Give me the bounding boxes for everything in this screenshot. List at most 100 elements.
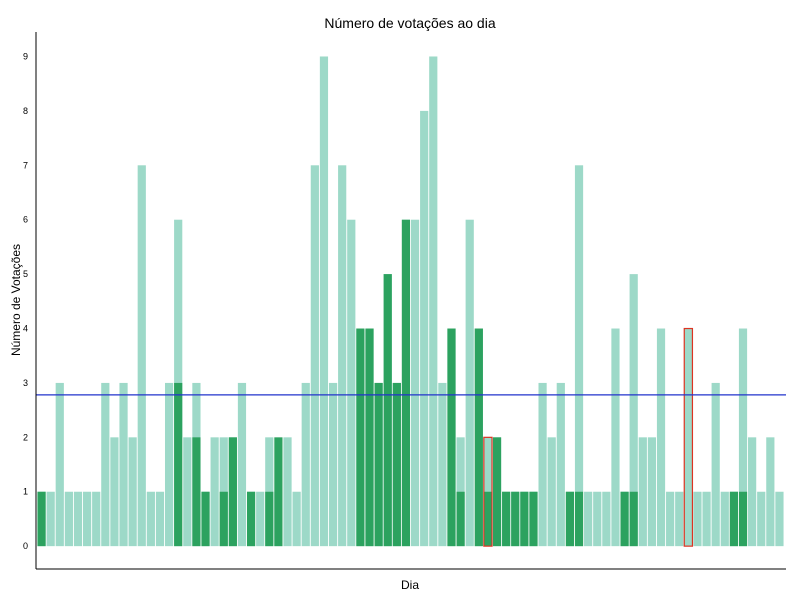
bar-dark [520, 491, 529, 547]
bar-light [110, 437, 119, 547]
bar-light [164, 382, 174, 547]
bar-light [574, 165, 584, 547]
bar-dark [447, 328, 456, 547]
bar-light [456, 437, 465, 547]
bar-light [602, 491, 611, 547]
y-tick-label: 6 [23, 215, 28, 225]
bar-light [146, 491, 155, 547]
y-tick-label: 5 [23, 269, 28, 279]
bar-dark [228, 437, 237, 547]
bar-light [666, 491, 675, 547]
bar-dark [511, 491, 520, 547]
bar-light [119, 382, 128, 547]
y-tick-label: 8 [23, 106, 28, 116]
bar-light [465, 219, 474, 547]
bar-light [638, 437, 647, 547]
y-tick-label: 9 [23, 51, 28, 61]
bar-light [210, 437, 219, 547]
bar-light [766, 437, 775, 547]
bar-dark [265, 491, 274, 547]
bar-dark [356, 328, 365, 547]
bar-dark [729, 491, 738, 547]
bar-dark [219, 491, 228, 547]
bar-light [757, 491, 766, 547]
bar-light [647, 437, 657, 547]
y-tick-labels: 0 1 2 3 4 5 6 7 8 9 [23, 51, 28, 551]
bar-dark [392, 382, 401, 547]
dark-bars [37, 219, 748, 547]
bar-light [629, 274, 638, 547]
bar-light [46, 491, 55, 547]
bar-light [738, 328, 748, 547]
bar-dark [37, 491, 46, 547]
bar-light [693, 491, 702, 547]
bar-dark [246, 491, 256, 547]
bar-light [410, 219, 420, 547]
x-axis-label: Dia [401, 578, 419, 592]
bar-light [584, 491, 593, 547]
bar-light [83, 491, 92, 547]
bar-light [310, 165, 319, 547]
bar-light [347, 219, 356, 547]
bar-light [256, 491, 265, 547]
y-tick-label: 3 [23, 378, 28, 388]
bar-dark [365, 328, 374, 547]
bar-dark [474, 328, 483, 547]
bar-light [128, 437, 137, 547]
bar-light [547, 437, 556, 547]
bar-light [73, 491, 83, 547]
bar-dark [483, 491, 493, 547]
bar-light [219, 437, 228, 547]
bar-light [711, 382, 720, 547]
bar-light [64, 491, 73, 547]
bar-light [593, 491, 602, 547]
y-axis-label: Número de Votações [9, 244, 23, 356]
bar-highlight-outline [483, 436, 493, 547]
bar-light [101, 382, 110, 547]
bar-light [748, 437, 757, 547]
bar-dark [274, 437, 283, 547]
bar-light [702, 491, 711, 547]
bar-light [538, 382, 547, 547]
bar-highlight-outline [683, 327, 694, 547]
bar-light [183, 437, 192, 547]
bar-light [301, 382, 310, 547]
bar-light [319, 56, 329, 547]
y-tick-label: 0 [23, 541, 28, 551]
chart-title: Número de votações ao dia [324, 15, 495, 31]
bar-light [237, 382, 247, 547]
bar-light [265, 437, 274, 547]
bar-dark [174, 382, 183, 547]
bar-light [675, 491, 684, 547]
bar-light [338, 165, 347, 547]
bar-dark [565, 491, 575, 547]
bar-dark [192, 437, 201, 547]
bar-dark [574, 491, 584, 547]
bar-light [292, 491, 301, 547]
bar-dark [401, 219, 411, 547]
y-tick-label: 2 [23, 432, 28, 442]
bar-dark [374, 382, 383, 547]
bar-dark [492, 437, 502, 547]
y-tick-label: 4 [23, 324, 28, 334]
bar-light [556, 382, 565, 547]
highlighted-bars [483, 327, 694, 547]
bar-dark [629, 491, 638, 547]
bar-light [438, 382, 447, 547]
bar-light [283, 437, 292, 547]
bar-dark [456, 491, 465, 547]
y-tick-label: 7 [23, 160, 28, 170]
bar-light [483, 437, 493, 547]
bar-light [92, 491, 101, 547]
bar-dark [201, 491, 210, 547]
bar-light [429, 56, 438, 547]
bar-light [420, 110, 429, 547]
bar-light [775, 491, 784, 547]
bar-dark [738, 491, 748, 547]
bar-light [137, 165, 146, 547]
bar-dark [529, 491, 538, 547]
bar-dark [383, 274, 392, 547]
bar-light [684, 328, 693, 547]
